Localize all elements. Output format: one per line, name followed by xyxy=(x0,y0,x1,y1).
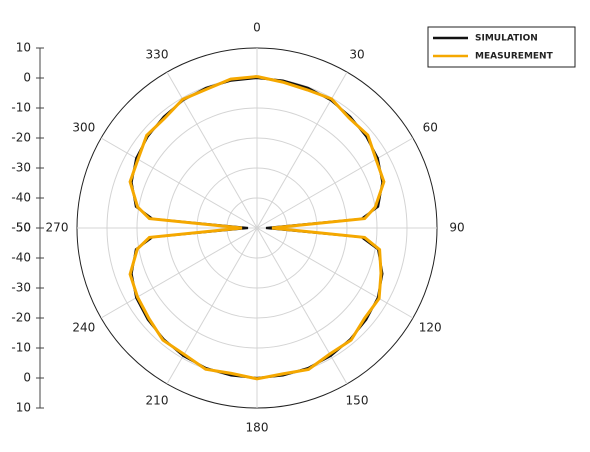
series-line xyxy=(128,75,386,381)
r-tick-label: -50 xyxy=(11,221,31,235)
r-tick-label: 10 xyxy=(16,41,31,55)
r-tick-label: -10 xyxy=(11,101,31,115)
theta-tick-label: 30 xyxy=(349,47,364,61)
r-tick-label: -20 xyxy=(11,311,31,325)
r-tick-label: -30 xyxy=(11,281,31,295)
r-tick-label: -50 xyxy=(11,221,31,235)
theta-tick-label: 150 xyxy=(346,394,369,408)
theta-tick-label: 240 xyxy=(72,321,95,335)
grid-spoke xyxy=(256,71,348,229)
grid-spoke xyxy=(100,227,258,319)
grid-spoke xyxy=(256,227,414,319)
theta-tick-label: 210 xyxy=(146,394,169,408)
grid-spoke xyxy=(166,227,258,385)
grid-spoke xyxy=(100,137,258,229)
grid-spoke xyxy=(256,227,348,385)
r-tick-label: -30 xyxy=(11,161,31,175)
r-tick-label: 0 xyxy=(23,71,31,85)
theta-tick-label: 120 xyxy=(419,321,442,335)
r-tick-label: -40 xyxy=(11,191,31,205)
theta-tick-label: 90 xyxy=(449,221,464,235)
grid-spoke xyxy=(256,137,414,229)
r-tick-label: -40 xyxy=(11,251,31,265)
theta-tick-label: 0 xyxy=(253,21,261,35)
theta-tick-label: 300 xyxy=(72,121,95,135)
theta-tick-label: 180 xyxy=(246,421,269,435)
r-tick-label: 0 xyxy=(23,371,31,385)
r-tick-label: -20 xyxy=(11,131,31,145)
grid-spoke xyxy=(166,71,258,229)
legend-label: MEASUREMENT xyxy=(475,52,554,62)
theta-tick-label: 60 xyxy=(423,121,438,135)
theta-tick-label: 270 xyxy=(46,221,69,235)
legend-label: SIMULATION xyxy=(475,34,538,44)
legend-box xyxy=(427,26,576,68)
theta-tick-label: 330 xyxy=(146,47,169,61)
r-tick-label: -10 xyxy=(11,341,31,355)
r-tick-label: 10 xyxy=(16,401,31,415)
